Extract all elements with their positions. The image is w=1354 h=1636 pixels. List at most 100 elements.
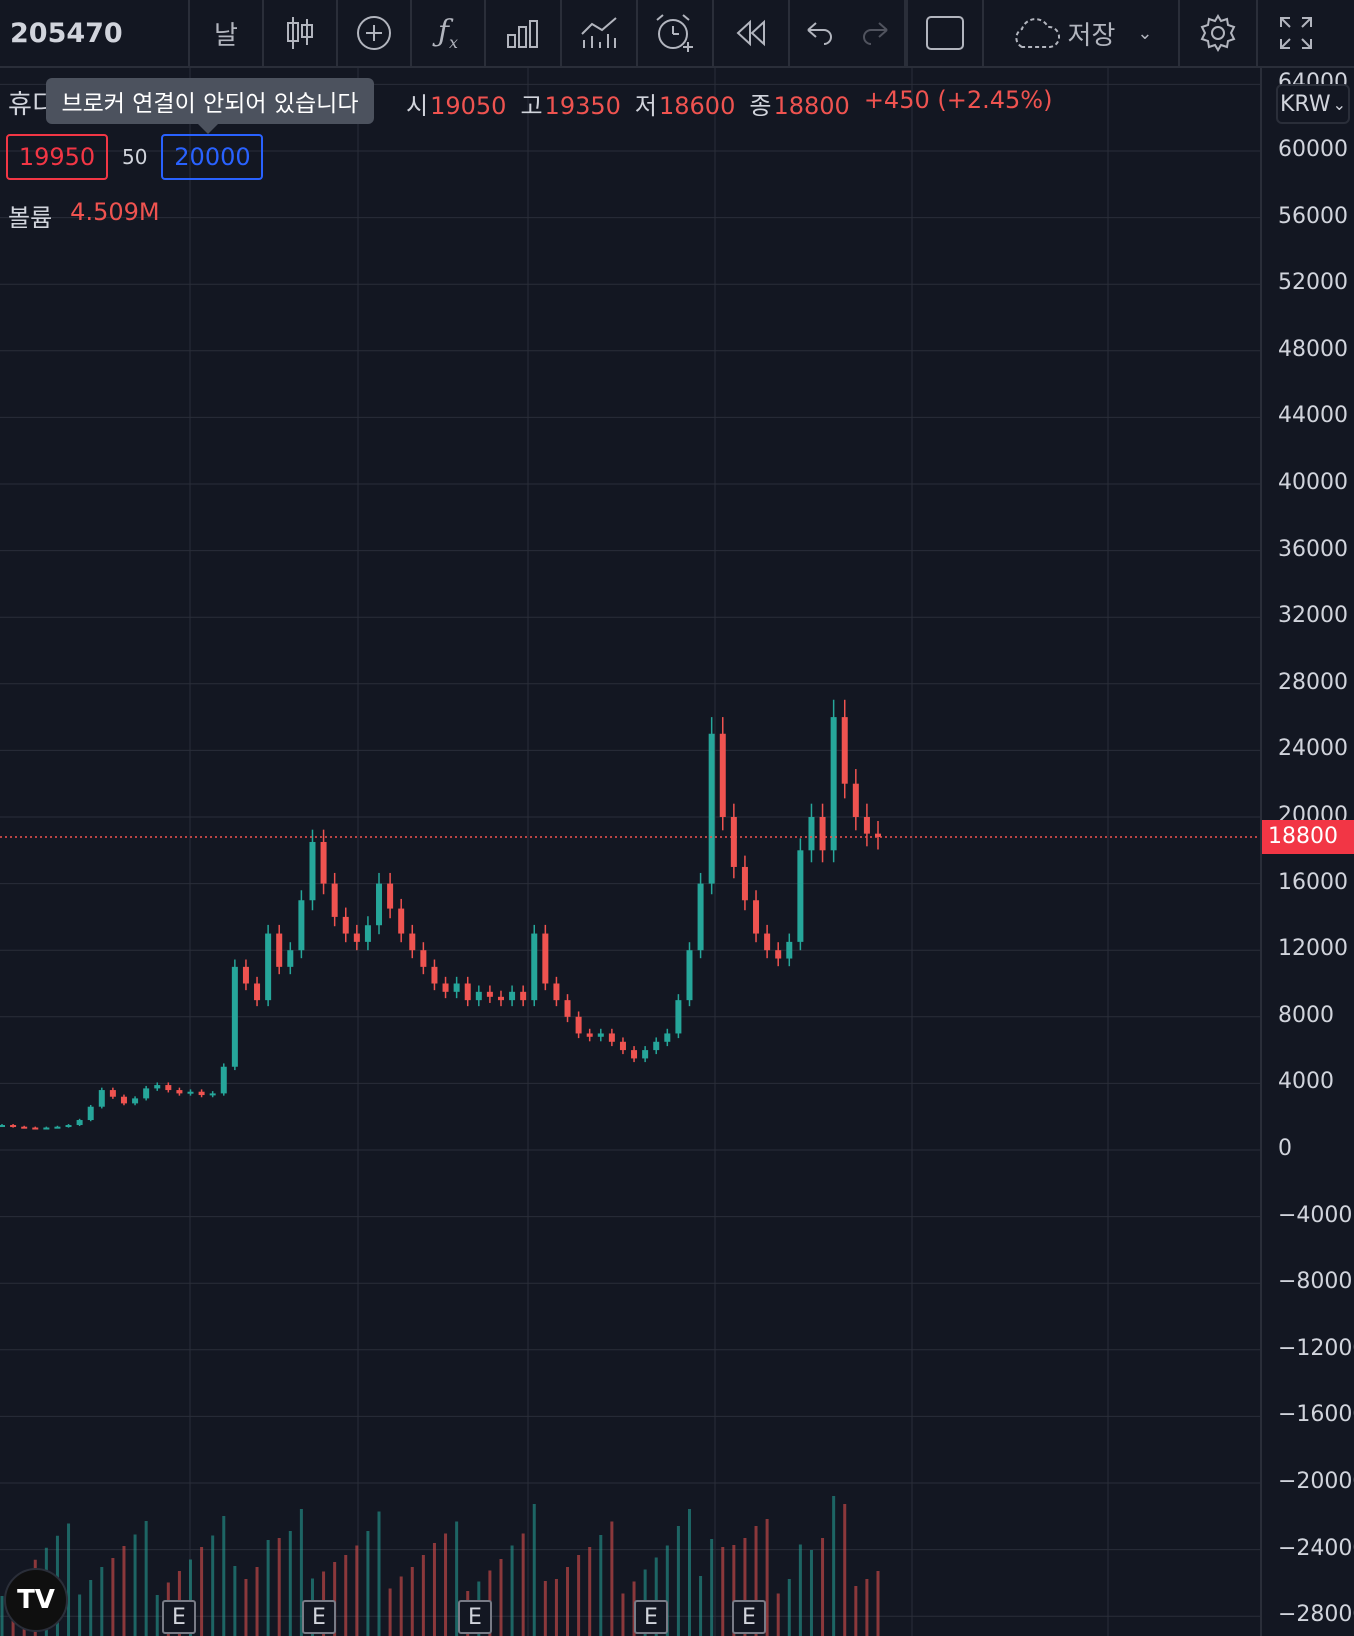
candle-body [730, 817, 737, 867]
tradingview-logo[interactable]: TV [4, 1568, 68, 1632]
candle-body [54, 1126, 61, 1129]
candle-body [0, 1125, 5, 1128]
candle-body [376, 883, 383, 926]
volume-bar [100, 1567, 104, 1636]
volume-bar [599, 1535, 603, 1636]
price-tick-label: −20000 [1278, 1469, 1354, 1494]
plus-circle-icon [357, 16, 391, 50]
volume-bar [432, 1543, 436, 1636]
price-tick-label: −24000 [1278, 1535, 1354, 1561]
price-tick-label: 24000 [1278, 736, 1348, 762]
candle-body [209, 1093, 216, 1096]
redo-button[interactable] [848, 0, 906, 66]
save-label: 저장 [1067, 20, 1116, 51]
price-tick-label: 0 [1278, 1136, 1292, 1161]
trade-buttons: 19950 50 20000 [6, 134, 264, 180]
compare-button[interactable] [338, 0, 412, 66]
price-axis-separator [1260, 68, 1262, 1636]
symbol-search-button[interactable]: 205470 [0, 0, 190, 66]
price-tick-label: 28000 [1278, 669, 1348, 695]
price-tick-label: 56000 [1278, 203, 1348, 229]
high-label: 고 [520, 92, 543, 120]
buy-button[interactable]: 20000 [161, 134, 264, 180]
undo-button[interactable] [790, 0, 848, 66]
price-tick-label: −16000 [1278, 1402, 1354, 1428]
volume-bar [687, 1509, 691, 1636]
candle-body [87, 1106, 94, 1121]
volume-bar [543, 1581, 547, 1636]
interval-button[interactable]: 날 [190, 0, 264, 66]
earnings-badge[interactable]: E [458, 1600, 492, 1634]
earnings-badge[interactable]: E [732, 1600, 766, 1634]
interval-label: 날 [214, 20, 238, 51]
candle-body [276, 933, 283, 967]
candle-body [265, 933, 272, 1001]
volume-bar [765, 1519, 769, 1636]
save-button[interactable]: 저장 ⌄ [984, 0, 1180, 66]
earnings-badge[interactable]: E [302, 1600, 336, 1634]
chart-style-button[interactable] [562, 0, 638, 66]
volume-bar [122, 1546, 126, 1636]
settings-button[interactable] [1180, 0, 1258, 66]
candle-body [497, 996, 504, 1001]
cloud-icon [1014, 18, 1060, 48]
chart-type-button[interactable] [264, 0, 338, 66]
candle-body [464, 983, 471, 1001]
earnings-badge[interactable]: E [162, 1600, 196, 1634]
candle-body [65, 1125, 72, 1128]
templates-button[interactable] [486, 0, 562, 66]
price-chart[interactable] [0, 68, 1354, 1636]
candle-body [708, 733, 715, 884]
volume-bar [222, 1516, 226, 1636]
volume-bar [277, 1538, 281, 1636]
fullscreen-icon [1280, 17, 1312, 49]
change-value: +450 (+2.45%) [863, 86, 1053, 114]
volume-bar [809, 1550, 813, 1636]
candle-body [187, 1091, 194, 1094]
candle-body [775, 950, 782, 959]
volume-bar [266, 1540, 270, 1636]
open-label: 시 [406, 92, 429, 120]
volume-bar [455, 1521, 459, 1636]
candle-body [143, 1088, 150, 1099]
candle-body [242, 966, 249, 984]
volume-bar [743, 1538, 747, 1636]
chevron-down-icon[interactable]: ⌄ [1137, 22, 1153, 44]
candle-body [76, 1120, 83, 1126]
alert-button[interactable] [638, 0, 714, 66]
sell-button[interactable]: 19950 [6, 134, 108, 180]
volume-bar [510, 1545, 514, 1636]
broker-tooltip: 브로커 연결이 안되어 있습니다 [46, 78, 374, 134]
price-tick-label: 52000 [1278, 270, 1348, 296]
open-value: 19050 [430, 92, 507, 120]
earnings-badge[interactable]: E [634, 1600, 668, 1634]
indicators-button[interactable]: ƒx [412, 0, 486, 66]
candle-body [597, 1033, 604, 1037]
spread-value: 50 [122, 145, 148, 169]
volume-bar [255, 1567, 259, 1636]
volume-bar [299, 1509, 303, 1636]
volume-bar [865, 1579, 869, 1636]
price-tick-label: 8000 [1278, 1002, 1334, 1028]
candle-body [819, 817, 826, 851]
price-tick-label: −12000 [1278, 1335, 1354, 1361]
replay-button[interactable] [714, 0, 790, 66]
candle-body [797, 850, 804, 942]
fullscreen-button[interactable] [1258, 0, 1334, 66]
currency-select[interactable]: KRW ⌄ [1276, 84, 1350, 124]
candle-body [387, 883, 394, 909]
volume-bar [610, 1521, 614, 1636]
candle-body [165, 1085, 172, 1091]
volume-label: 볼륨 [8, 204, 53, 232]
volume-bar [676, 1526, 680, 1636]
volume-bar [832, 1496, 836, 1636]
layout-button[interactable] [906, 0, 984, 66]
candle-body [608, 1033, 615, 1042]
volume-bar [721, 1547, 725, 1636]
price-tick-label: 12000 [1278, 936, 1348, 962]
candle-body [875, 833, 881, 837]
volume-bar [621, 1593, 625, 1636]
bars-icon [507, 20, 538, 48]
candle-body [664, 1033, 671, 1042]
candle-body [309, 841, 316, 901]
